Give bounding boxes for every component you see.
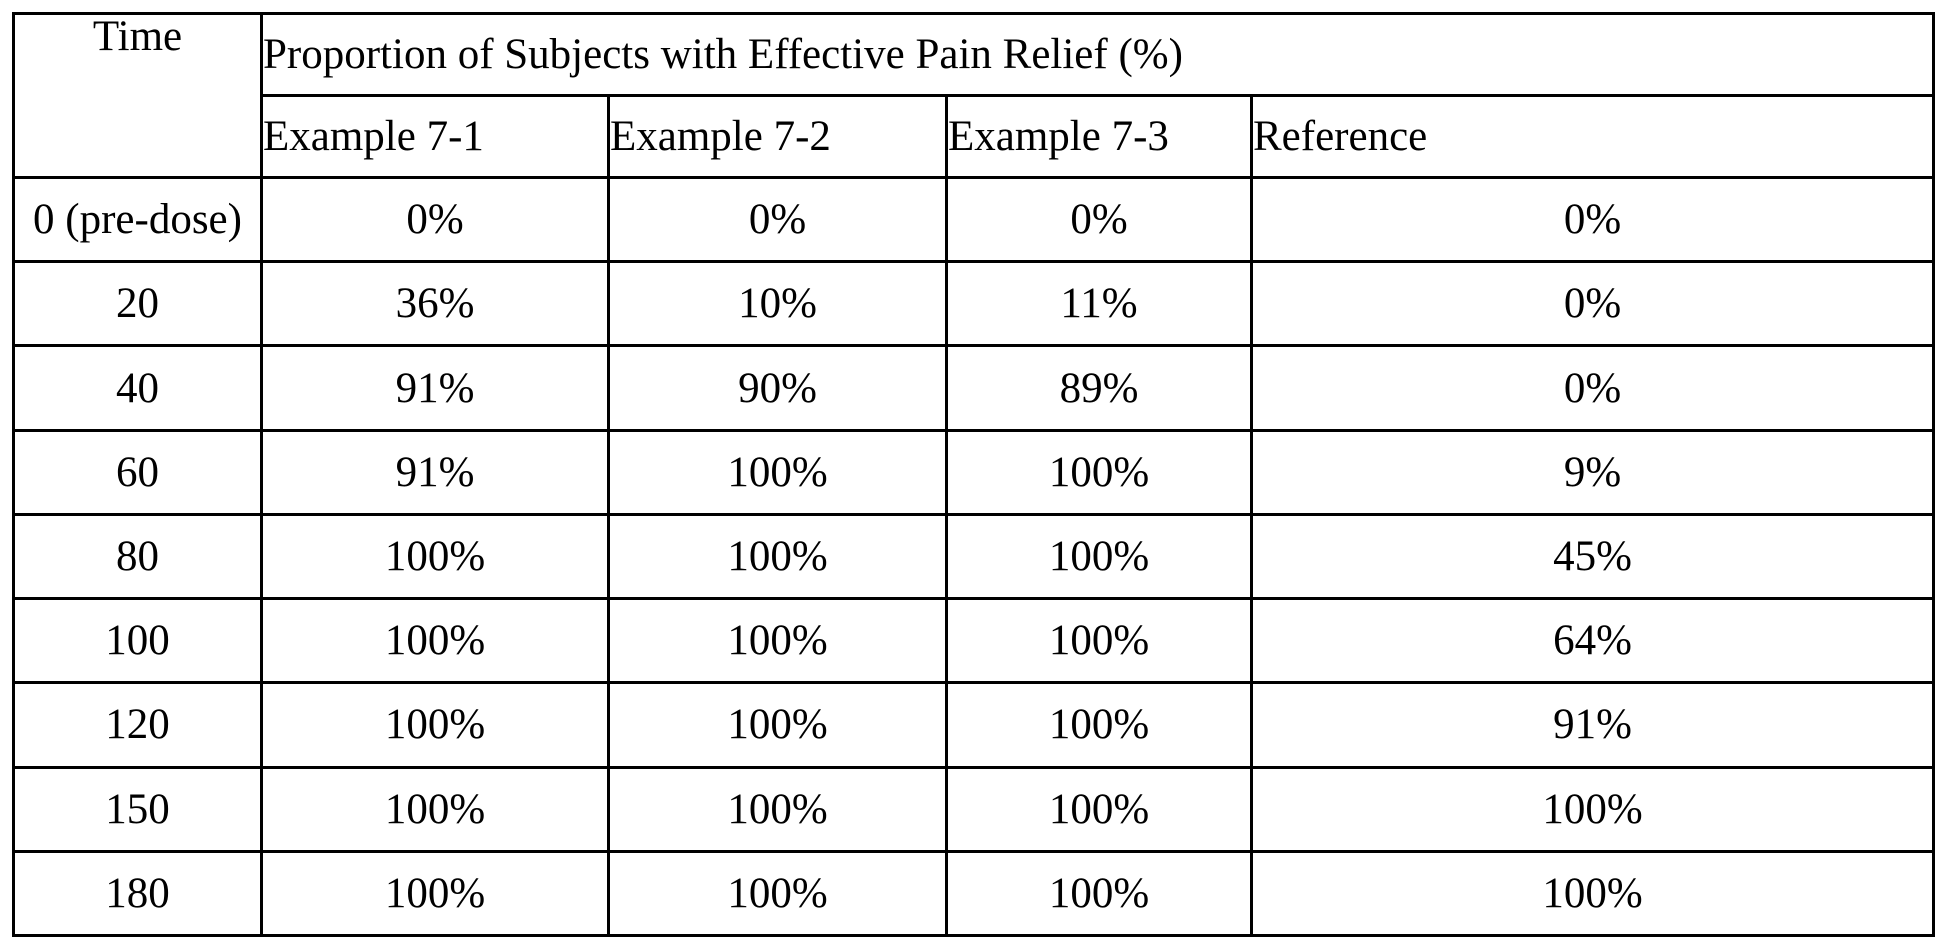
value-cell: 0% — [1252, 346, 1934, 430]
value-cell: 100% — [947, 514, 1252, 598]
table-row: 100 100% 100% 100% 64% — [14, 599, 1934, 683]
column-header-example-7-1: Example 7-1 — [262, 96, 609, 178]
value-cell: 100% — [609, 514, 947, 598]
table-row: 20 36% 10% 11% 0% — [14, 262, 1934, 346]
value-cell: 0% — [262, 178, 609, 262]
table-row: 0 (pre-dose) 0% 0% 0% 0% — [14, 178, 1934, 262]
value-cell: 90% — [609, 346, 947, 430]
column-header-example-7-2: Example 7-2 — [609, 96, 947, 178]
header-row-group: Time Proportion of Subjects with Effecti… — [14, 14, 1934, 96]
table-row: 80 100% 100% 100% 45% — [14, 514, 1934, 598]
value-cell: 89% — [947, 346, 1252, 430]
value-cell: 100% — [262, 767, 609, 851]
value-cell: 100% — [947, 683, 1252, 767]
value-cell: 100% — [262, 599, 609, 683]
table-row: 60 91% 100% 100% 9% — [14, 430, 1934, 514]
value-cell: 64% — [1252, 599, 1934, 683]
value-cell: 100% — [609, 599, 947, 683]
time-cell: 80 — [14, 514, 262, 598]
value-cell: 100% — [947, 599, 1252, 683]
value-cell: 91% — [262, 346, 609, 430]
time-cell: 120 — [14, 683, 262, 767]
table-row: 40 91% 90% 89% 0% — [14, 346, 1934, 430]
value-cell: 0% — [947, 178, 1252, 262]
value-cell: 100% — [1252, 767, 1934, 851]
value-cell: 0% — [609, 178, 947, 262]
value-cell: 100% — [262, 851, 609, 935]
value-cell: 100% — [1252, 851, 1934, 935]
value-cell: 0% — [1252, 178, 1934, 262]
value-cell: 100% — [609, 430, 947, 514]
value-cell: 9% — [1252, 430, 1934, 514]
value-cell: 100% — [947, 851, 1252, 935]
value-cell: 100% — [262, 683, 609, 767]
time-cell: 180 — [14, 851, 262, 935]
table-row: 150 100% 100% 100% 100% — [14, 767, 1934, 851]
value-cell: 100% — [947, 430, 1252, 514]
value-cell: 91% — [262, 430, 609, 514]
value-cell: 100% — [947, 767, 1252, 851]
value-cell: 100% — [609, 767, 947, 851]
column-header-example-7-3: Example 7-3 — [947, 96, 1252, 178]
column-header-reference: Reference — [1252, 96, 1934, 178]
value-cell: 11% — [947, 262, 1252, 346]
value-cell: 100% — [609, 683, 947, 767]
time-cell: 40 — [14, 346, 262, 430]
value-cell: 36% — [262, 262, 609, 346]
value-cell: 91% — [1252, 683, 1934, 767]
header-row-columns: Example 7-1 Example 7-2 Example 7-3 Refe… — [14, 96, 1934, 178]
value-cell: 0% — [1252, 262, 1934, 346]
pain-relief-table: Time Proportion of Subjects with Effecti… — [12, 12, 1935, 937]
time-cell: 150 — [14, 767, 262, 851]
pain-relief-group-header: Proportion of Subjects with Effective Pa… — [262, 14, 1934, 96]
time-cell: 100 — [14, 599, 262, 683]
value-cell: 100% — [262, 514, 609, 598]
time-column-header: Time — [14, 14, 262, 178]
value-cell: 45% — [1252, 514, 1934, 598]
time-cell: 20 — [14, 262, 262, 346]
time-cell: 60 — [14, 430, 262, 514]
table-row: 180 100% 100% 100% 100% — [14, 851, 1934, 935]
value-cell: 10% — [609, 262, 947, 346]
value-cell: 100% — [609, 851, 947, 935]
table-row: 120 100% 100% 100% 91% — [14, 683, 1934, 767]
time-cell: 0 (pre-dose) — [14, 178, 262, 262]
